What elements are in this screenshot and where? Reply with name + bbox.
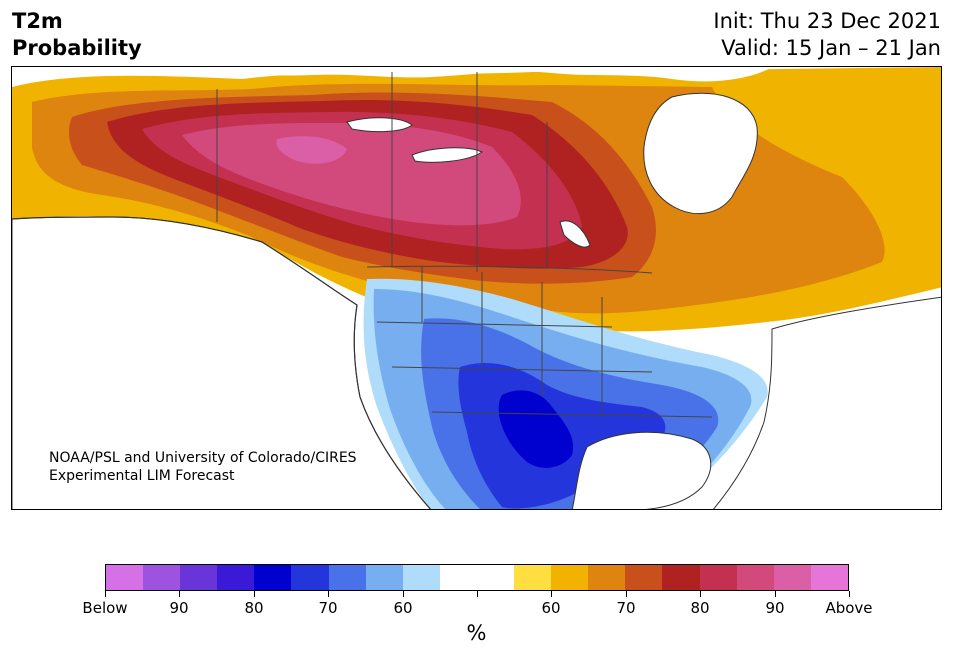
colorbar-segment bbox=[551, 565, 589, 590]
colorbar-tick-label: 80 bbox=[690, 599, 710, 617]
valid-date: Valid: 15 Jan – 21 Jan bbox=[721, 36, 941, 60]
colorbar-segment bbox=[106, 565, 144, 590]
colorbar-segment bbox=[810, 565, 848, 590]
colorbar-tick bbox=[551, 591, 552, 597]
colorbar-tick-label: 60 bbox=[393, 599, 413, 617]
colorbar-segment bbox=[773, 565, 811, 590]
colorbar-segment bbox=[143, 565, 181, 590]
colorbar-tick bbox=[254, 591, 255, 597]
colorbar-segment bbox=[514, 565, 552, 590]
colorbar-segment bbox=[699, 565, 737, 590]
init-date: Init: Thu 23 Dec 2021 bbox=[713, 9, 941, 33]
variable-label: T2m bbox=[12, 9, 63, 33]
colorbar-segment bbox=[476, 565, 515, 590]
colorbar-tick bbox=[328, 591, 329, 597]
colorbar-segment bbox=[180, 565, 218, 590]
colorbar-segment bbox=[217, 565, 255, 590]
credit-line-2: Experimental LIM Forecast bbox=[49, 468, 235, 484]
colorbar-tick bbox=[775, 591, 776, 597]
product-label: Probability bbox=[12, 36, 142, 60]
colorbar-tick bbox=[105, 591, 106, 597]
map-title: T2m Probability bbox=[12, 8, 142, 62]
colorbar-segment bbox=[625, 565, 663, 590]
map-canvas bbox=[12, 67, 941, 509]
cool-zone-darkblue bbox=[498, 390, 574, 468]
colorbar-tick-label: 80 bbox=[244, 599, 264, 617]
colorbar bbox=[105, 564, 849, 591]
colorbar-segment bbox=[662, 565, 700, 590]
credit-text: NOAA/PSL and University of Colorado/CIRE… bbox=[49, 449, 357, 485]
colorbar-unit: % bbox=[466, 621, 487, 645]
gulf-of-mexico bbox=[571, 431, 712, 509]
colorbar-tick-label: 70 bbox=[616, 599, 636, 617]
colorbar-segment bbox=[588, 565, 626, 590]
great-lake bbox=[411, 147, 484, 163]
colorbar-segment bbox=[736, 565, 774, 590]
forecast-dates: Init: Thu 23 Dec 2021 Valid: 15 Jan – 21… bbox=[713, 8, 941, 62]
colorbar-tick bbox=[849, 591, 850, 597]
warm-zone-magenta bbox=[276, 136, 347, 164]
colorbar-tick-label: 90 bbox=[765, 599, 785, 617]
hudson-bay bbox=[643, 92, 758, 215]
colorbar-tick bbox=[477, 591, 478, 597]
credit-line-1: NOAA/PSL and University of Colorado/CIRE… bbox=[49, 450, 357, 466]
colorbar-tick-label: Above bbox=[825, 599, 873, 617]
colorbar-segment bbox=[328, 565, 366, 590]
colorbar-tick-label: 90 bbox=[169, 599, 189, 617]
colorbar-tick bbox=[700, 591, 701, 597]
admin-borders bbox=[216, 72, 713, 418]
great-lake bbox=[346, 117, 413, 133]
great-lake bbox=[559, 220, 591, 248]
colorbar-tick-label: 70 bbox=[318, 599, 338, 617]
colorbar-segment bbox=[291, 565, 329, 590]
colorbar-segment bbox=[254, 565, 292, 590]
atlantic-ocean bbox=[712, 296, 941, 509]
probability-map bbox=[11, 66, 942, 510]
colorbar-tick-label: 60 bbox=[541, 599, 561, 617]
arctic-ocean bbox=[192, 67, 772, 82]
colorbar-tick bbox=[626, 591, 627, 597]
colorbar-tick bbox=[403, 591, 404, 597]
colorbar-segment bbox=[365, 565, 403, 590]
coastline bbox=[12, 216, 432, 509]
colorbar-tick-label: Below bbox=[82, 599, 128, 617]
colorbar-segment bbox=[402, 565, 440, 590]
colorbar-segment bbox=[439, 565, 477, 590]
colorbar-tick bbox=[179, 591, 180, 597]
